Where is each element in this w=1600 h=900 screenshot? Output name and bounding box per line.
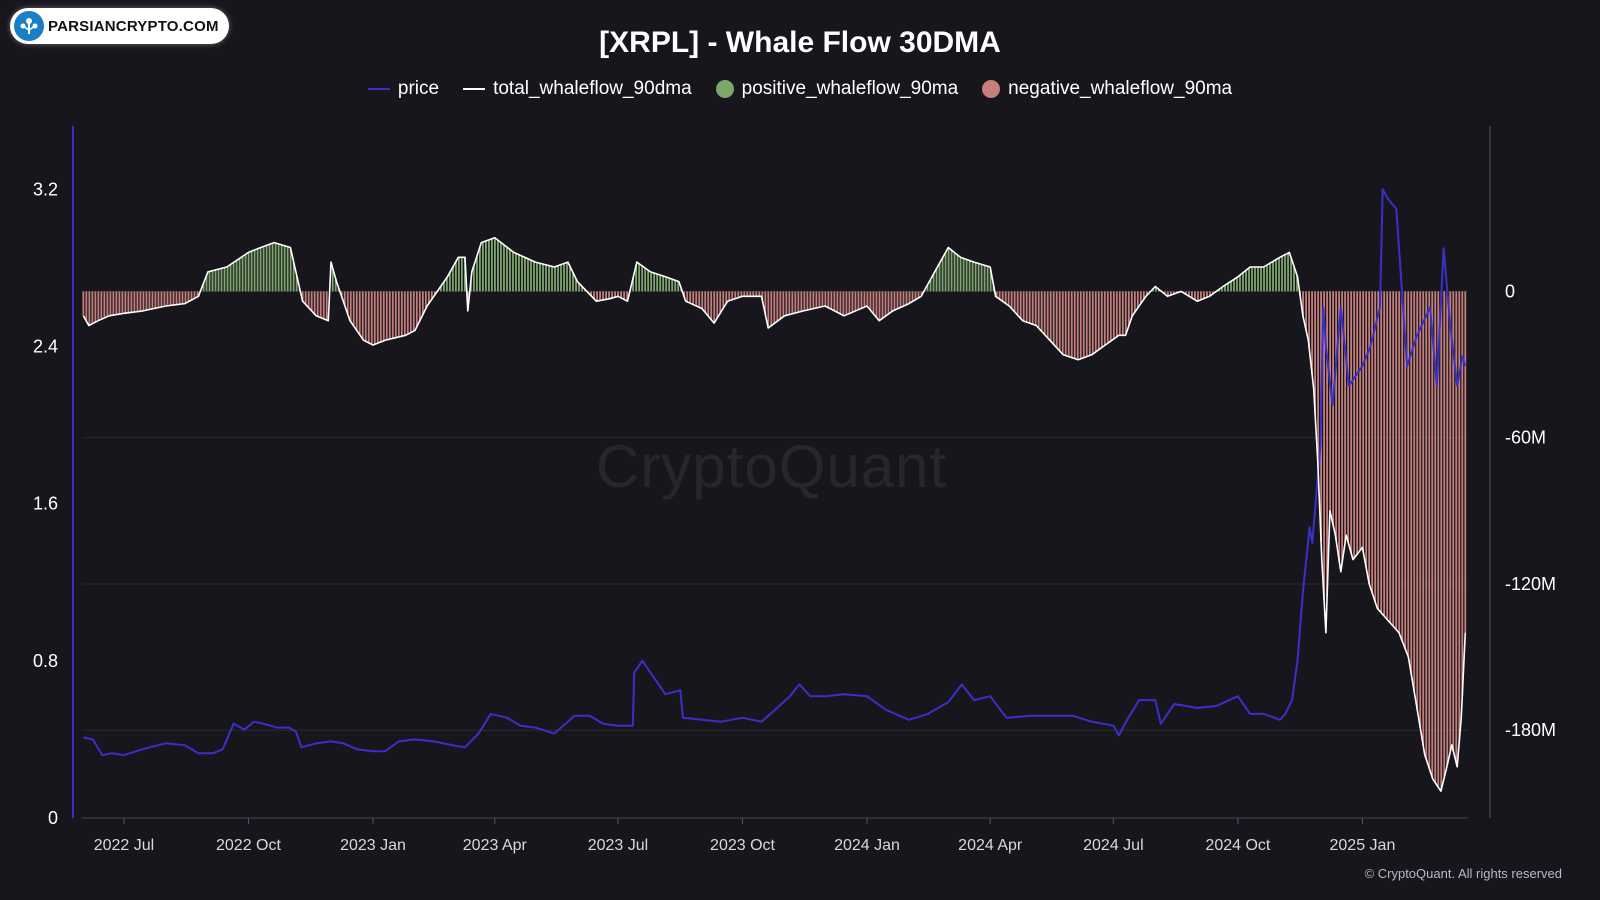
y-left-tick-label-3: 2.4 [33,336,58,356]
y-right-tick-label-0: 0 [1505,281,1515,301]
y-right-tick-label-3: -180M [1505,720,1556,740]
x-tick-label-8: 2024 Jul [1083,837,1144,854]
x-tick-label-3: 2023 Apr [463,837,528,854]
legend-label-negative-whaleflow: negative_whaleflow_90ma [1008,78,1233,99]
legend-item-total-whaleflow[interactable]: total_whaleflow_90dma [463,78,692,100]
x-tick-label-0: 2022 Jul [94,837,155,854]
legend-item-positive-whaleflow[interactable]: positive_whaleflow_90ma [715,78,959,100]
y-left-tick-label-1: 0.8 [33,651,58,671]
legend-swatch-negative-whaleflow [982,80,1001,98]
x-tick-label-5: 2023 Oct [710,837,775,854]
y-left-tick-label-2: 1.6 [33,494,58,514]
legend-swatch-price [367,88,390,90]
x-tick-label-2: 2023 Jan [340,837,406,854]
legend-label-price: price [397,78,440,99]
y-right-tick-label-1: -60M [1505,428,1546,448]
x-tick-label-1: 2022 Oct [216,837,281,854]
x-tick-label-6: 2024 Jan [834,837,900,854]
x-tick-label-4: 2023 Jul [588,837,649,854]
legend-label-total-whaleflow: total_whaleflow_90dma [493,78,692,99]
legend-swatch-total-whaleflow [463,88,486,90]
chart-legend: price total_whaleflow_90dma positive_wha… [0,78,1600,100]
logo-text: PARSIANCRYPTO.COM [48,17,219,35]
total-whaleflow-line [82,237,1467,793]
x-tick-label-9: 2024 Oct [1205,837,1270,854]
x-tick-label-7: 2024 Apr [958,837,1023,854]
legend-item-price[interactable]: price [367,78,440,100]
legend-swatch-positive-whaleflow [715,80,734,98]
y-left-tick-label-4: 3.2 [33,179,58,199]
y-left-tick-label-0: 0 [48,808,58,828]
copyright-footer: © CryptoQuant. All rights reserved [1364,866,1562,881]
legend-item-negative-whaleflow[interactable]: negative_whaleflow_90ma [982,78,1232,100]
legend-label-positive-whaleflow: positive_whaleflow_90ma [741,78,959,99]
tree-network-icon [14,11,44,41]
watermark: CryptoQuant [596,433,948,500]
chart-title: [XRPL] - Whale Flow 30DMA [599,26,1001,59]
price-line [83,188,1467,757]
logo: PARSIANCRYPTO.COM [10,8,229,44]
y-right-tick-label-2: -120M [1505,574,1556,594]
x-tick-label-10: 2025 Jan [1330,837,1396,854]
